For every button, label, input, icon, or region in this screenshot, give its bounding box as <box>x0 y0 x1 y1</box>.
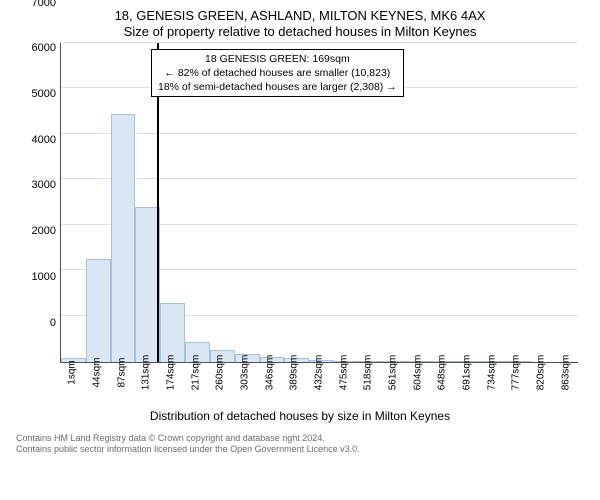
x-tick: 131sqm <box>134 363 159 403</box>
x-ticks: 1sqm44sqm87sqm131sqm174sqm217sqm260sqm30… <box>60 363 578 403</box>
footer: Contains HM Land Registry data © Crown c… <box>12 433 588 456</box>
x-tick: 432sqm <box>307 363 332 403</box>
histogram-bar <box>111 114 136 362</box>
histogram-bar <box>160 303 185 361</box>
x-tick: 1sqm <box>60 363 85 403</box>
x-tick: 734sqm <box>479 363 504 403</box>
x-tick: 174sqm <box>159 363 184 403</box>
y-tick: 5000 <box>32 88 56 100</box>
x-tick: 561sqm <box>381 363 406 403</box>
x-tick: 820sqm <box>529 363 554 403</box>
x-tick: 260sqm <box>208 363 233 403</box>
chart-area: Number of detached properties 0100020003… <box>60 43 578 403</box>
chart-title-line2: Size of property relative to detached ho… <box>12 24 588 39</box>
histogram-bar <box>86 259 111 362</box>
chart-container: 18, GENESIS GREEN, ASHLAND, MILTON KEYNE… <box>0 0 600 500</box>
y-axis: Number of detached properties 0100020003… <box>12 43 60 363</box>
x-tick: 303sqm <box>233 363 258 403</box>
x-tick: 518sqm <box>356 363 381 403</box>
x-tick: 475sqm <box>331 363 356 403</box>
x-tick: 346sqm <box>257 363 282 403</box>
x-tick: 648sqm <box>430 363 455 403</box>
x-axis-label: Distribution of detached houses by size … <box>12 409 588 423</box>
x-tick: 691sqm <box>455 363 480 403</box>
footer-line1: Contains HM Land Registry data © Crown c… <box>16 433 588 444</box>
annotation-line3: 18% of semi-detached houses are larger (… <box>158 80 397 94</box>
y-tick: 2000 <box>32 225 56 237</box>
x-tick: 87sqm <box>109 363 134 403</box>
y-tick: 3000 <box>32 179 56 191</box>
x-tick: 777sqm <box>504 363 529 403</box>
y-tick: 0 <box>50 317 56 329</box>
annotation-box: 18 GENESIS GREEN: 169sqm ← 82% of detach… <box>151 49 404 98</box>
y-tick: 4000 <box>32 134 56 146</box>
x-tick: 44sqm <box>85 363 110 403</box>
y-tick: 7000 <box>32 0 56 9</box>
plot-region: 18 GENESIS GREEN: 169sqm ← 82% of detach… <box>60 43 578 363</box>
chart-title-line1: 18, GENESIS GREEN, ASHLAND, MILTON KEYNE… <box>12 8 588 24</box>
annotation-line1: 18 GENESIS GREEN: 169sqm <box>158 52 397 66</box>
x-tick: 389sqm <box>282 363 307 403</box>
footer-line2: Contains public sector information licen… <box>16 444 588 455</box>
x-tick: 604sqm <box>405 363 430 403</box>
annotation-line2: ← 82% of detached houses are smaller (10… <box>158 66 397 80</box>
y-tick: 1000 <box>32 271 56 283</box>
y-tick: 6000 <box>32 42 56 54</box>
x-tick: 217sqm <box>183 363 208 403</box>
x-tick: 863sqm <box>553 363 578 403</box>
